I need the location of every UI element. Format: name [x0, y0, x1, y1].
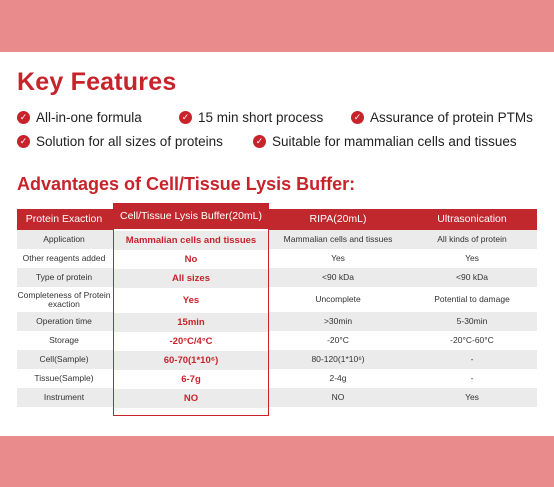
ultrasonication-value: -20°C-60°C	[450, 335, 494, 345]
table-row: Type of protein <90 kDa <90 kDa	[17, 268, 537, 287]
lysis-buffer-value: NO	[114, 389, 268, 408]
feature-label: Assurance of protein PTMs	[370, 110, 533, 125]
top-banner	[0, 0, 554, 52]
check-icon: ✓	[17, 111, 30, 124]
ripa-value: 80-120(1*10⁶)	[311, 354, 365, 364]
row-label: Operation time	[36, 316, 92, 326]
ultrasonication-value: -	[470, 354, 474, 364]
table-row: Tissue(Sample) 2-4g -	[17, 369, 537, 388]
lysis-buffer-value: 60-70(1*10⁶)	[114, 351, 268, 370]
feature-label: Solution for all sizes of proteins	[36, 134, 223, 149]
check-icon: ✓	[179, 111, 192, 124]
table-row: Other reagents added Yes Yes	[17, 249, 537, 268]
header-ripa: RIPA(20mL)	[309, 213, 367, 225]
header-ultrasonication: Ultrasonication	[437, 213, 507, 225]
row-label: Tissue(Sample)	[34, 373, 94, 383]
ultrasonication-value: Yes	[465, 253, 479, 263]
ripa-value: Uncomplete	[315, 294, 361, 304]
row-label: Cell(Sample)	[39, 354, 89, 364]
lysis-buffer-value: All sizes	[114, 269, 268, 288]
lysis-buffer-column: Cell/Tissue Lysis Buffer(20mL) Mammalian…	[113, 203, 269, 416]
row-label: Completeness of Protein exaction	[17, 289, 111, 309]
feature-label: All-in-one formula	[36, 110, 142, 125]
ripa-value: NO	[331, 392, 345, 402]
ultrasonication-value: Potential to damage	[434, 294, 510, 304]
bottom-banner	[0, 436, 554, 487]
check-icon: ✓	[253, 135, 266, 148]
feature-item: ✓ Assurance of protein PTMs	[351, 110, 533, 125]
table-row: Completeness of Protein exaction Uncomple…	[17, 287, 537, 312]
row-label: Other reagents added	[22, 253, 106, 263]
table-row: Operation time >30min 5-30min	[17, 312, 537, 331]
ultrasonication-value: -	[470, 373, 474, 383]
check-icon: ✓	[351, 111, 364, 124]
lysis-buffer-value: Mammalian cells and tissues	[114, 231, 268, 250]
feature-label: Suitable for mammalian cells and tissues	[272, 134, 517, 149]
table-header: Protein Exaction RIPA(20mL) Ultrasonicat…	[17, 209, 537, 230]
table-row: Storage -20°C -20°C-60°C	[17, 331, 537, 350]
header-protein-exaction: Protein Exaction	[25, 213, 103, 225]
key-features-title: Key Features	[17, 68, 177, 96]
ultrasonication-value: Yes	[465, 392, 479, 402]
ripa-value: <90 kDa	[322, 272, 354, 282]
check-icon: ✓	[17, 135, 30, 148]
row-label: Instrument	[43, 392, 85, 402]
ripa-value: Yes	[331, 253, 345, 263]
lysis-buffer-value: -20°C/4°C	[169, 336, 213, 347]
table-row: Cell(Sample) 80-120(1*10⁶) -	[17, 350, 537, 369]
ripa-value: -20°C	[327, 335, 349, 345]
lysis-buffer-value: No	[184, 254, 198, 265]
feature-item: ✓ Suitable for mammalian cells and tissu…	[253, 134, 517, 149]
feature-item: ✓ 15 min short process	[179, 110, 323, 125]
table-row: Instrument NO Yes	[17, 388, 537, 407]
advantages-title: Advantages of Cell/Tissue Lysis Buffer:	[17, 174, 356, 194]
lysis-buffer-value: 15min	[114, 313, 268, 332]
feature-item: ✓ All-in-one formula	[17, 110, 142, 125]
row-label: Storage	[49, 335, 79, 345]
feature-item: ✓ Solution for all sizes of proteins	[17, 134, 223, 149]
ultrasonication-value: 5-30min	[456, 316, 488, 326]
header-lysis-buffer: Cell/Tissue Lysis Buffer(20mL)	[114, 204, 268, 229]
row-label: Application	[43, 234, 85, 244]
ripa-value: >30min	[323, 316, 353, 326]
ripa-value: 2-4g	[329, 373, 347, 383]
table-row: Application Mammalian cells and tissues Al…	[17, 230, 537, 249]
lysis-buffer-value: 6-7g	[181, 374, 201, 385]
ultrasonication-value: All kinds of protein	[437, 234, 507, 244]
ripa-value: Mammalian cells and tissues	[283, 234, 393, 244]
feature-label: 15 min short process	[198, 110, 324, 125]
row-label: Type of protein	[35, 272, 93, 282]
lysis-buffer-value: Yes	[182, 295, 200, 306]
ultrasonication-value: <90 kDa	[456, 272, 488, 282]
